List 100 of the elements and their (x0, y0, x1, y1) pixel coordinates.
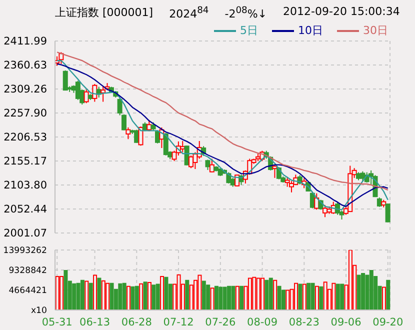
bar (176, 274, 181, 310)
bar (361, 273, 366, 310)
y-tick-label: 2309.26 (4, 84, 48, 96)
bar (306, 282, 311, 310)
bar (332, 282, 336, 310)
y-tick-label: 2001.07 (4, 228, 47, 240)
x-tick-label: 06-28 (121, 316, 152, 328)
bar (126, 286, 131, 310)
bar (382, 286, 386, 310)
candlestick (360, 170, 366, 182)
bar (340, 284, 344, 310)
bar (130, 286, 135, 310)
bar (60, 276, 64, 310)
x-tick-label: 09-20 (372, 316, 404, 328)
bar (277, 286, 282, 310)
bar (314, 286, 319, 310)
bar (386, 280, 390, 310)
candlestick (180, 140, 186, 153)
bar (264, 280, 269, 310)
bar (248, 278, 252, 310)
bar (134, 286, 139, 310)
bar (231, 286, 236, 310)
y-tick-label: 2206.53 (4, 132, 47, 144)
candlestick (62, 70, 68, 92)
bar (147, 282, 152, 310)
line-series (56, 52, 389, 191)
bar (76, 282, 80, 310)
bar (273, 280, 278, 310)
bar (240, 286, 244, 310)
bar (319, 286, 324, 310)
y-tick-label: 4664421 (8, 286, 47, 296)
bar (139, 283, 144, 310)
bar (185, 280, 190, 310)
x-tick-label: 09-06 (330, 316, 362, 328)
bar (222, 286, 227, 310)
candlestick (134, 129, 140, 144)
bar (202, 280, 206, 310)
bar (72, 283, 76, 310)
bar (93, 274, 98, 310)
bar (110, 282, 114, 310)
bar (164, 276, 168, 310)
candlestick (126, 126, 131, 140)
bar (298, 284, 302, 310)
text: 2012-09-20 15:00:34 (283, 5, 400, 20)
bar (101, 280, 106, 310)
x-tick-label: 08-09 (247, 316, 278, 328)
bar (156, 284, 160, 310)
y-tick-label: 2360.63 (4, 60, 47, 72)
text: 2024$^{84}$ (169, 5, 209, 21)
bar (84, 280, 89, 310)
bar (80, 280, 84, 310)
legend-label: 30日 (362, 23, 388, 38)
bar (348, 250, 352, 310)
candlestick (209, 158, 214, 173)
candlestick (100, 86, 106, 102)
x-tick-label: 07-12 (163, 316, 194, 328)
y-tick-label: 2052.44 (4, 204, 48, 216)
y-tick-label: 2257.90 (4, 108, 47, 120)
x-tick-label: 08-23 (288, 316, 320, 328)
bar (294, 282, 298, 310)
bar (336, 284, 340, 310)
x-tick-label: 05-31 (42, 316, 72, 328)
bar (256, 278, 260, 310)
legend-label: 5日 (239, 23, 258, 38)
bar (260, 278, 265, 310)
y-tick-label: x10 (30, 306, 47, 316)
bar (218, 286, 223, 310)
y-tick-label: 2155.17 (4, 156, 47, 168)
bar (143, 282, 148, 310)
y-tick-label: 2411.99 (4, 36, 47, 48)
bar (106, 282, 110, 310)
bar (152, 284, 156, 310)
bar (310, 282, 315, 310)
bar (160, 276, 164, 310)
bar (227, 286, 232, 310)
candlestick (385, 203, 390, 223)
bar (356, 274, 361, 310)
bar (55, 276, 60, 310)
bar (206, 284, 210, 310)
bar (214, 286, 218, 310)
text: -2$^{08}$%↓ (224, 5, 268, 21)
bar (281, 290, 286, 310)
bar (118, 283, 122, 310)
y-tick-label: 13993262 (3, 246, 47, 256)
bar (286, 290, 290, 310)
chart-title: 上证指数 [000001] (55, 5, 154, 21)
bar (97, 278, 102, 310)
x-tick-label: 06-13 (80, 316, 110, 328)
y-tick-label: 2103.80 (4, 180, 47, 192)
bar (323, 282, 328, 310)
bar (198, 274, 202, 310)
y-tick-label: 9328842 (8, 266, 47, 276)
candlestick (84, 89, 89, 104)
candlestick (163, 132, 168, 156)
bar (235, 286, 240, 310)
bar (210, 288, 214, 310)
candlestick (289, 180, 294, 193)
bar (268, 278, 273, 310)
bar (64, 270, 68, 310)
candlestick (75, 80, 80, 100)
